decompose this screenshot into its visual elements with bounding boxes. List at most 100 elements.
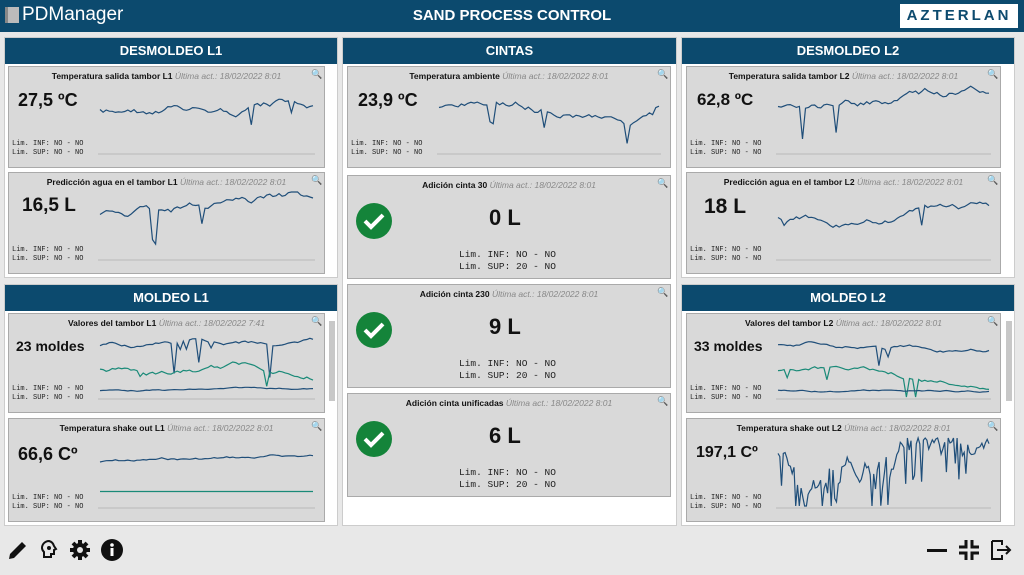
zoom-icon[interactable]: 🔍 (657, 287, 669, 297)
limits: Lim. INF: NO - NO Lim. SUP: 20 - NO (459, 249, 556, 273)
card-c1: Temperatura ambiente Última act.: 18/02/… (347, 66, 671, 168)
card-d2b: Predicción agua en el tambor L2 Última a… (686, 172, 1001, 274)
zoom-icon[interactable]: 🔍 (657, 396, 669, 406)
trend-chart (98, 454, 315, 509)
limit-inf: Lim. INF: NO - NO (12, 246, 84, 254)
card-title-text: Adición cinta 230 (419, 289, 492, 299)
app-logo-icon (5, 7, 19, 23)
last-update: Última act.: 18/02/2022 8:01 (835, 318, 943, 328)
gear-icon[interactable] (68, 538, 94, 564)
series-line (99, 337, 314, 378)
limit-sup: Lim. SUP: 20 - NO (459, 370, 556, 381)
card-title-text: Adición cinta unificadas (405, 398, 506, 408)
series-line (777, 85, 989, 140)
limit-inf: Lim. INF: NO - NO (351, 140, 423, 148)
last-update: Última act.: 18/02/2022 8:01 (167, 423, 274, 433)
zoom-icon[interactable]: 🔍 (311, 69, 323, 79)
card-d1b: Predicción agua en el tambor L1 Última a… (8, 172, 325, 274)
limit-sup: Lim. SUP: NO - NO (690, 149, 762, 157)
card-m1a: Valores del tambor L1 Última act.: 18/02… (8, 313, 325, 413)
value-readout: 6 L (489, 423, 521, 448)
limits: Lim. INF: NO - NO Lim. SUP: NO - NO (12, 246, 83, 264)
series-line (777, 365, 990, 398)
value-readout: 62,8 ºC (697, 90, 754, 109)
card-title: Predicción agua en el tambor L2 Última a… (687, 177, 1000, 187)
card-d1a: Temperatura salida tambor L1 Última act.… (8, 66, 325, 168)
series-line (438, 101, 660, 144)
zoom-icon[interactable]: 🔍 (987, 175, 999, 185)
series-line (99, 361, 314, 387)
card-title: Valores del tambor L1 Última act.: 18/02… (9, 318, 324, 328)
card-title: Temperatura salida tambor L2 Última act.… (687, 71, 1000, 81)
last-update: Última act.: 18/02/2022 7:41 (158, 318, 266, 328)
scrollbar[interactable] (329, 321, 335, 401)
last-update: Última act.: 18/02/2022 8:01 (174, 71, 282, 81)
card-title: Adición cinta 230 Última act.: 18/02/202… (348, 289, 670, 299)
limit-sup: Lim. SUP: NO - NO (690, 394, 762, 402)
zoom-icon[interactable]: 🔍 (657, 69, 669, 79)
panel-title: MOLDEO L1 (5, 285, 337, 311)
limits: Lim. INF: NO - NO Lim. SUP: NO - NO (351, 140, 422, 158)
zoom-icon[interactable]: 🔍 (311, 316, 323, 326)
app-name: PDManager (22, 4, 124, 25)
card-title: Adición cinta 30 Última act.: 18/02/2022… (348, 180, 670, 190)
trend-chart (776, 436, 991, 509)
exit-icon[interactable] (989, 538, 1015, 564)
limits: Lim. INF: NO - NO Lim. SUP: NO - NO (690, 140, 761, 158)
limits: Lim. INF: NO - NO Lim. SUP: 20 - NO (459, 358, 556, 382)
limit-sup: Lim. SUP: NO - NO (12, 149, 84, 157)
limit-sup: Lim. SUP: 20 - NO (459, 261, 556, 272)
value-readout: 23,9 ºC (358, 90, 418, 110)
scrollbar[interactable] (1006, 321, 1012, 401)
series-line (99, 191, 314, 246)
card-title-text: Valores del tambor L2 (744, 318, 836, 328)
series-line (777, 436, 990, 507)
limit-sup: Lim. SUP: NO - NO (351, 149, 423, 157)
limit-inf: Lim. INF: NO - NO (690, 140, 762, 148)
last-update: Última act.: 18/02/2022 8:01 (505, 398, 613, 408)
panel-title: DESMOLDEO L2 (682, 38, 1014, 64)
ok-check-icon (356, 203, 392, 239)
trend-chart (98, 191, 315, 261)
zoom-icon[interactable]: 🔍 (987, 316, 999, 326)
value-readout: 16,5 L (22, 195, 76, 216)
limit-inf: Lim. INF: NO - NO (12, 494, 84, 502)
trend-chart (98, 98, 315, 155)
limits: Lim. INF: NO - NO Lim. SUP: NO - NO (690, 494, 761, 512)
card-title-text: Predicción agua en el tambor L2 (723, 177, 857, 187)
last-update: Última act.: 18/02/2022 8:01 (502, 71, 609, 81)
value-readout: 27,5 ºC (18, 90, 78, 110)
value-readout: 23 moldes (16, 338, 85, 354)
last-update: Última act.: 18/02/2022 8:01 (844, 423, 951, 433)
trend-chart (437, 101, 661, 155)
limits: Lim. INF: NO - NO Lim. SUP: NO - NO (12, 494, 83, 512)
series-line (777, 389, 990, 393)
minimize-icon[interactable] (925, 538, 951, 564)
brain-icon[interactable] (37, 538, 63, 564)
zoom-icon[interactable]: 🔍 (987, 421, 999, 431)
zoom-icon[interactable]: 🔍 (311, 175, 323, 185)
card-title: Temperatura shake out L2 Última act.: 18… (687, 423, 1000, 433)
limit-sup: Lim. SUP: NO - NO (12, 394, 84, 402)
limit-inf: Lim. INF: NO - NO (690, 246, 762, 254)
pencil-icon[interactable] (6, 538, 32, 564)
zoom-icon[interactable]: 🔍 (311, 421, 323, 431)
card-title-text: Temperatura shake out L1 (59, 423, 168, 433)
info-icon[interactable] (100, 538, 126, 564)
zoom-icon[interactable]: 🔍 (657, 178, 669, 188)
last-update: Última act.: 18/02/2022 8:01 (179, 177, 287, 187)
card-m2b: Temperatura shake out L2 Última act.: 18… (686, 418, 1001, 522)
card-d2a: Temperatura salida tambor L2 Última act.… (686, 66, 1001, 168)
last-update: Última act.: 18/02/2022 8:01 (851, 71, 959, 81)
card-title: Valores del tambor L2 Última act.: 18/02… (687, 318, 1000, 328)
last-update: Última act.: 18/02/2022 8:01 (491, 289, 599, 299)
panel-title: CINTAS (343, 38, 676, 64)
card-c4: Adición cinta unificadas Última act.: 18… (347, 393, 671, 497)
trend-chart (98, 337, 315, 400)
limit-inf: Lim. INF: NO - NO (459, 467, 556, 478)
card-title-text: Temperatura shake out L2 (736, 423, 845, 433)
last-update: Última act.: 18/02/2022 8:01 (489, 180, 596, 190)
collapse-icon[interactable] (957, 538, 983, 564)
limit-inf: Lim. INF: NO - NO (459, 358, 556, 369)
zoom-icon[interactable]: 🔍 (987, 69, 999, 79)
